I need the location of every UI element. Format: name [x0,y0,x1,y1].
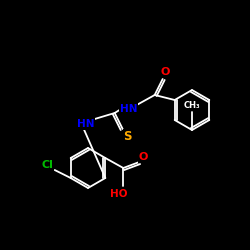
Text: HN: HN [120,104,138,114]
Text: Cl: Cl [42,160,54,170]
Text: HN: HN [77,119,94,129]
Text: O: O [139,152,148,162]
Text: HO: HO [110,189,127,199]
Text: S: S [124,130,132,142]
Text: O: O [161,67,170,77]
Text: CH₃: CH₃ [184,102,200,110]
